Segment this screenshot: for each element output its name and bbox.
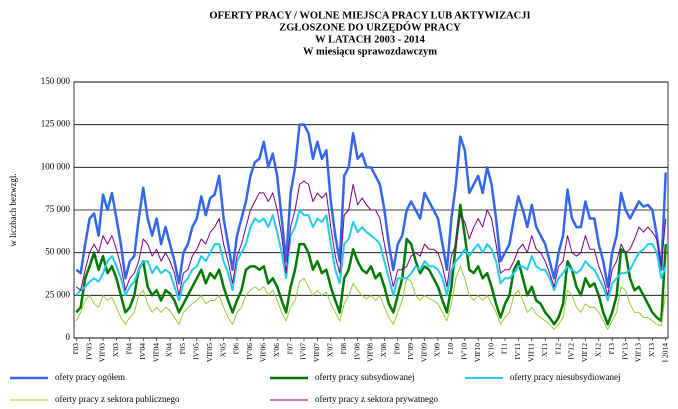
chart-subtitle: W miesiącu sprawozdawczym (303, 46, 437, 57)
legend-label: oferty pracy z sektora publicznego (55, 394, 180, 404)
x-tick-label: X'03 (111, 343, 120, 358)
x-tick-label: I'04 (125, 343, 134, 355)
y-tick-label: 100 000 (41, 161, 71, 171)
x-tick-label: VII'07 (312, 343, 321, 363)
x-tick-label: I'08 (339, 343, 348, 355)
x-tick-label: X'04 (165, 343, 174, 358)
x-tick-label: IV'04 (138, 343, 147, 360)
x-tick-label: IV'11 (513, 343, 522, 360)
legend-label: ofety pracy ogółem (55, 372, 125, 382)
x-tick-label: I'05 (178, 343, 187, 355)
y-tick-label: 125 000 (41, 119, 71, 129)
x-tick-label: X'08 (379, 343, 388, 358)
legend-label: oferty pracy subsydiowanej (315, 372, 414, 382)
x-tick-label: VII'03 (98, 343, 107, 363)
line-series (75, 209, 667, 302)
x-tick-label: I'12 (553, 343, 562, 355)
x-tick-label: X'06 (272, 343, 281, 358)
x-tick-label: IV'10 (460, 343, 469, 360)
x-tick-label: I'07 (285, 343, 294, 355)
y-axis-label: w liczbach bezwzgl. (8, 173, 18, 246)
x-tick-label: IV'03 (84, 343, 93, 360)
x-tick-label: I'06 (232, 343, 241, 355)
x-tick-label: VII'09 (419, 343, 428, 363)
x-tick-label: I'09 (393, 343, 402, 355)
x-tick-label: X'13 (647, 343, 656, 358)
x-tick-label: VII'04 (151, 343, 160, 363)
x-tick-label: I 2014 (660, 343, 669, 363)
x-tick-label: I'13 (607, 343, 616, 355)
x-tick-label: I'10 (446, 343, 455, 355)
chart-title: ZGŁOSZONE DO URZĘDÓW PRACY (279, 21, 461, 33)
x-tick-label: X'09 (433, 343, 442, 358)
x-tick-label: X'10 (486, 343, 495, 358)
legend-label: oferty pracy niesubsydiowanej (510, 372, 620, 382)
chart-title: W LATACH 2003 - 2014 (315, 34, 425, 45)
x-tick-label: IV'06 (245, 343, 254, 360)
x-tick-label: VII'13 (634, 343, 643, 363)
y-tick-label: 0 (66, 332, 71, 342)
x-tick-label: VII'06 (259, 343, 268, 363)
x-tick-label: X'12 (593, 343, 602, 358)
x-tick-label: IV'08 (352, 343, 361, 360)
x-tick-label: VII'12 (580, 343, 589, 363)
line-series (75, 203, 668, 326)
x-tick-label: VII'08 (366, 343, 375, 363)
x-tick-label: IV'13 (620, 343, 629, 360)
x-tick-label: IV'05 (192, 343, 201, 360)
y-tick-label: 75 000 (45, 204, 70, 214)
x-tick-label: VII'10 (473, 343, 482, 363)
x-tick-label: IV'09 (406, 343, 415, 360)
x-tick-label: IV'07 (299, 343, 308, 360)
x-tick-label: IV'12 (567, 343, 576, 360)
x-tick-label: I'03 (71, 343, 80, 355)
legend-label: oferty pracy z sektora prywatnego (315, 394, 438, 404)
x-tick-label: VII'05 (205, 343, 214, 363)
y-tick-label: 50 000 (45, 247, 70, 257)
line-series (75, 265, 667, 330)
line-series (75, 123, 668, 289)
line-series (75, 180, 667, 296)
x-tick-label: X'05 (218, 343, 227, 358)
y-tick-label: 150 000 (41, 76, 71, 86)
chart-title: OFERTY PRACY / WOLNE MIEJSCA PRACY LUB A… (209, 10, 530, 21)
x-tick-label: VII'11 (527, 343, 536, 362)
x-tick-label: X'07 (326, 343, 335, 358)
x-tick-label: I'11 (500, 343, 509, 354)
y-tick-label: 25 000 (45, 289, 70, 299)
x-tick-label: X'11 (540, 343, 549, 357)
